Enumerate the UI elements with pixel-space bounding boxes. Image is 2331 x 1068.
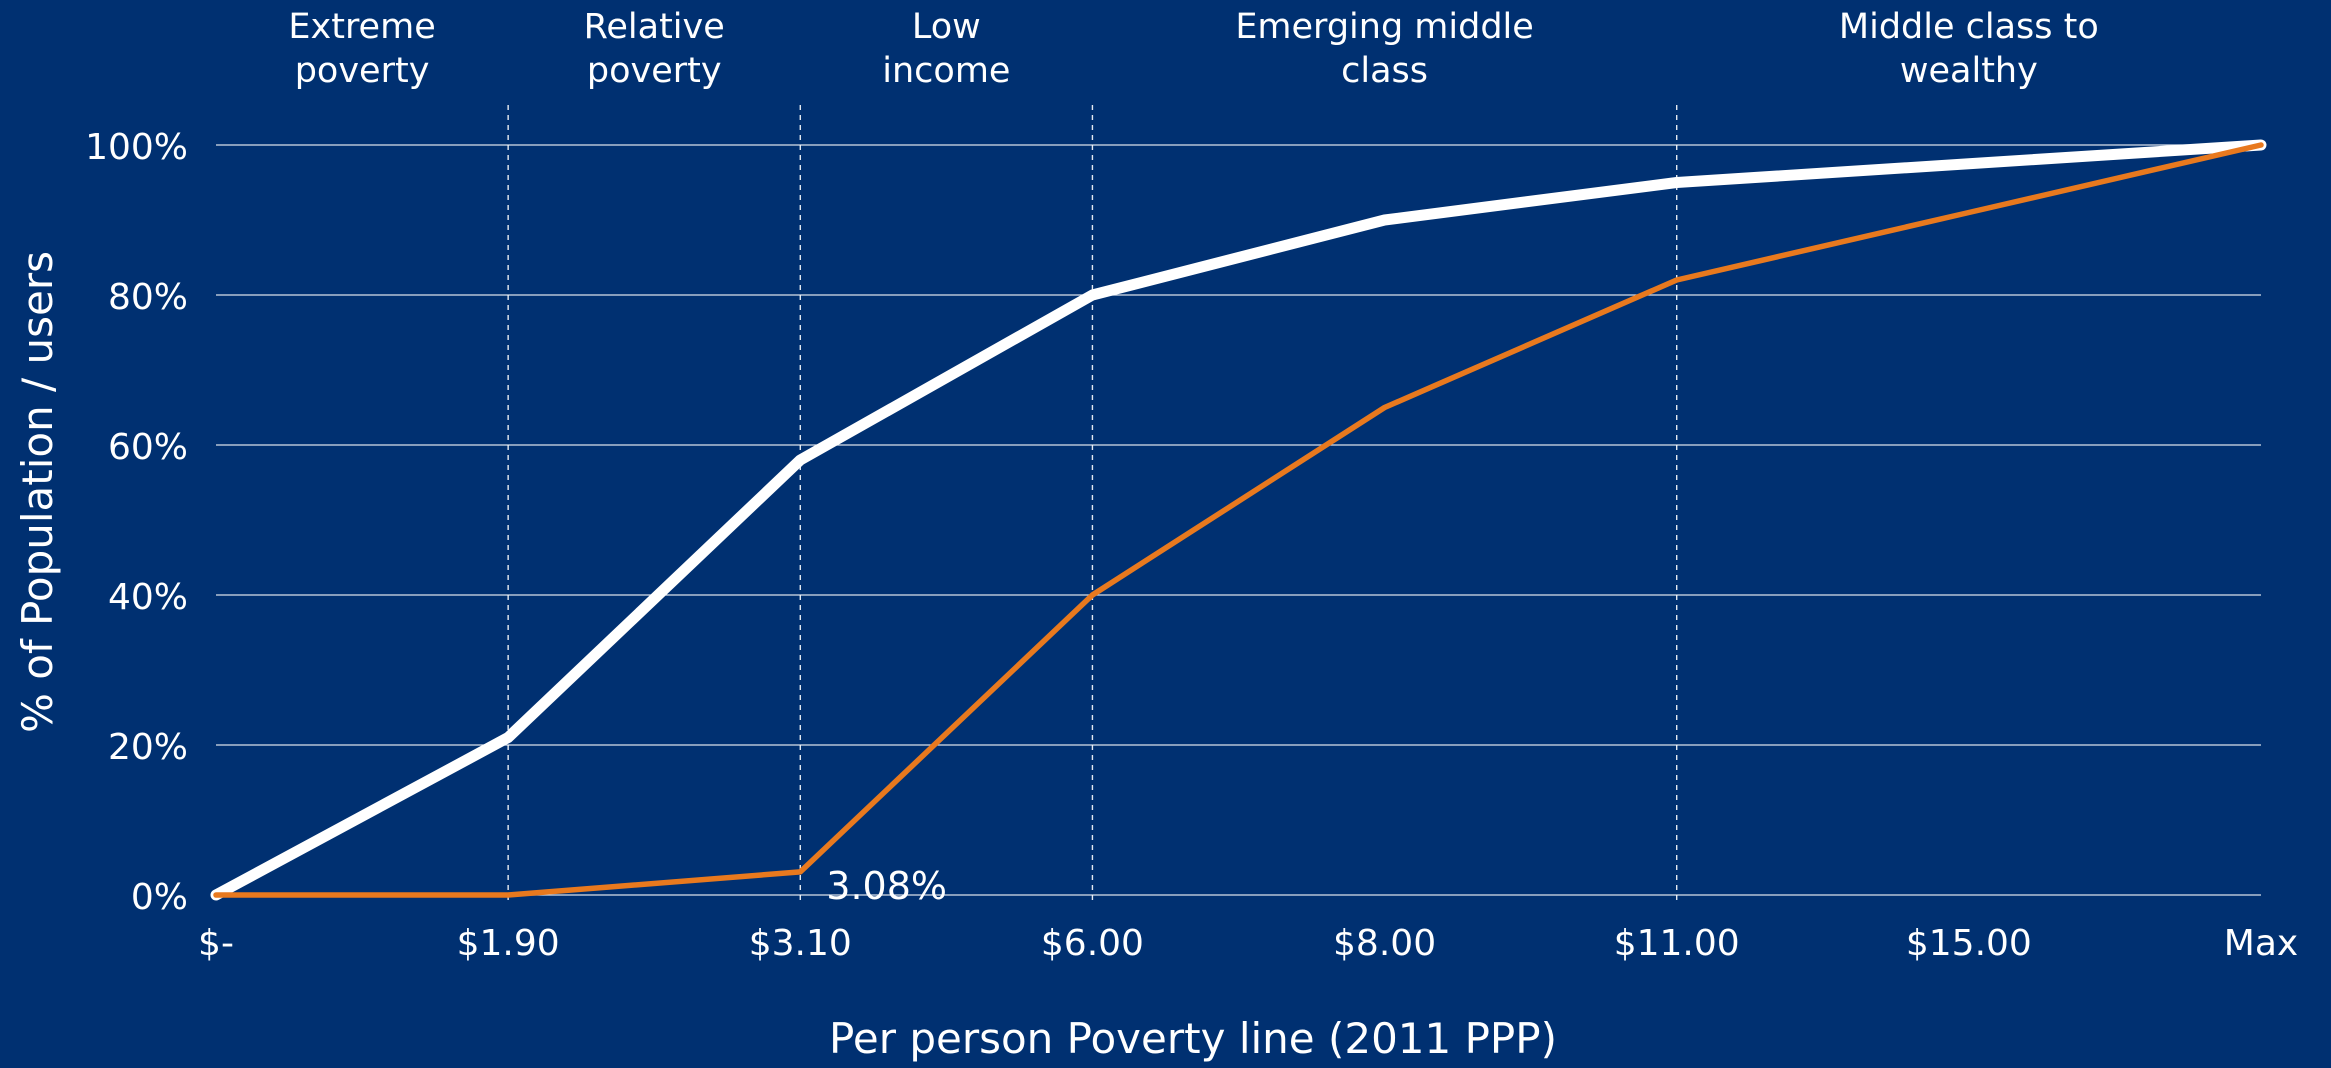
band-label-line1: Relative <box>584 7 725 47</box>
gridlines <box>216 144 2261 896</box>
series-line <box>210 139 2267 901</box>
band-label-line2: income <box>882 51 1010 91</box>
band-dividers <box>507 105 1678 900</box>
band-label-line1: Emerging middle <box>1235 7 1534 47</box>
band-label-line2: poverty <box>587 51 722 91</box>
x-tick-label: $6.00 <box>1041 923 1144 964</box>
x-tick-label: $11.00 <box>1614 923 1740 964</box>
band-label-line1: Low <box>912 7 981 47</box>
y-tick-label: 20% <box>108 727 188 768</box>
band-label-line2: poverty <box>295 51 430 91</box>
band-label-line1: Extreme <box>288 7 435 47</box>
y-tick-label: 0% <box>131 877 188 918</box>
x-tick-label: $1.90 <box>457 923 560 964</box>
series-lines <box>210 139 2267 901</box>
x-tick-label: $8.00 <box>1333 923 1436 964</box>
y-tick-label: 80% <box>108 277 188 318</box>
data-label: 3.08% <box>826 864 947 908</box>
band-labels: ExtremepovertyRelativepovertyLowincomeEm… <box>288 7 2098 91</box>
y-tick-label: 100% <box>85 127 188 168</box>
series-line <box>213 142 2264 898</box>
y-tick-labels: 0% 20% 40% 60% 80% 100% <box>85 127 188 918</box>
annotations: 3.08% <box>826 864 947 908</box>
band-label-line1: Middle class to <box>1839 7 2099 47</box>
band-label-line2: class <box>1341 51 1428 91</box>
y-tick-label: 40% <box>108 577 188 618</box>
y-axis-title: % of Population / users <box>13 251 62 733</box>
x-axis-title: Per person Poverty line (2011 PPP) <box>829 1014 1557 1063</box>
x-tick-label: Max <box>2224 923 2298 964</box>
x-tick-label: $3.10 <box>749 923 852 964</box>
band-label-line2: wealthy <box>1900 51 2038 91</box>
x-tick-labels: $- $1.90 $3.10 $6.00 $8.00 $11.00 $15.00 Max <box>198 923 2298 964</box>
x-tick-label: $15.00 <box>1906 923 2032 964</box>
x-tick-label: $- <box>198 923 234 964</box>
y-tick-label: 60% <box>108 427 188 468</box>
